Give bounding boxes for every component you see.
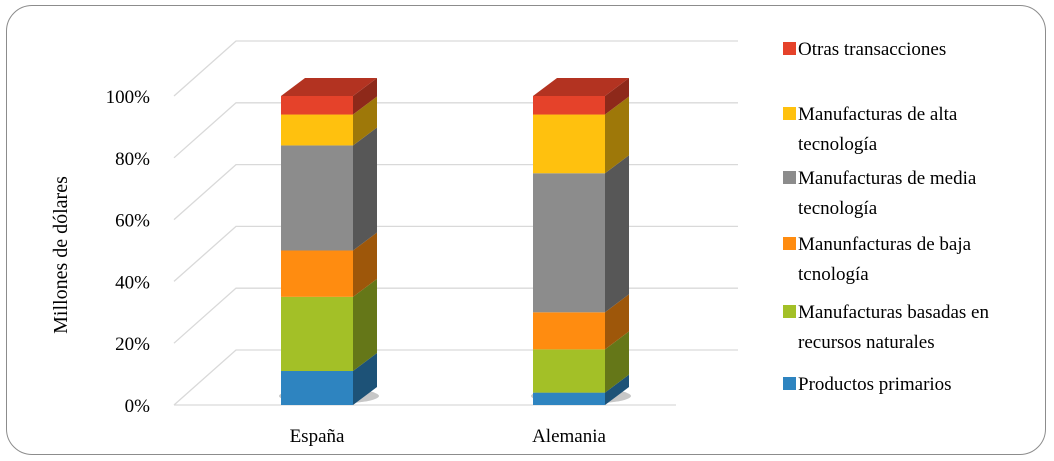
legend-swatch: [783, 107, 796, 120]
bar-segment: [281, 371, 353, 405]
bar-segment: [533, 349, 605, 393]
legend-label: tecnología: [798, 198, 878, 219]
legend-item: Manunfacturas de baja tcnología: [783, 234, 972, 285]
y-tick-label: 80%: [115, 149, 150, 170]
bar-segment: [281, 96, 353, 115]
x-category-label: España: [290, 426, 345, 447]
y-tick-label: 100%: [106, 87, 151, 108]
bar-segment: [533, 312, 605, 350]
legend-label: Productos primarios: [798, 374, 952, 395]
bar-segment: [281, 145, 353, 251]
gridline: [173, 40, 738, 97]
bar-segment-side: [605, 155, 629, 313]
gridline: [173, 102, 738, 159]
y-axis-title: Millones de dólares: [50, 176, 72, 334]
bar-segment-side: [605, 78, 629, 115]
legend-swatch: [783, 171, 796, 184]
bar-segment: [281, 296, 353, 372]
bar-segment: [281, 250, 353, 297]
bar-segment-side: [353, 96, 377, 146]
gridlines: [173, 40, 738, 406]
legend-swatch: [783, 237, 796, 250]
bar-top: [533, 78, 629, 96]
bar-stack: [279, 78, 379, 405]
bar-segment-side: [605, 294, 629, 350]
legend-label: tecnología: [798, 134, 878, 155]
legend: Otras transacciones Manufacturas de alta t…: [783, 39, 989, 395]
legend-label: Manufacturas de media: [798, 168, 977, 189]
legend-label: tcnología: [798, 264, 869, 285]
legend-item: Otras transacciones: [783, 39, 946, 60]
legend-item: Manufacturas basadas en recursos naturale…: [783, 302, 989, 353]
y-axis-ticks: 0% 20% 40% 60% 80% 100%: [106, 87, 151, 417]
bar-segment: [533, 96, 605, 115]
y-tick-label: 40%: [115, 272, 150, 293]
legend-label: Otras transacciones: [798, 39, 946, 60]
legend-swatch: [783, 377, 796, 390]
y-tick-label: 20%: [115, 334, 150, 355]
x-axis-categories: España Alemania: [290, 426, 607, 447]
bar-segment: [533, 392, 605, 405]
bar-segment-side: [605, 96, 629, 174]
bar-segment: [533, 173, 605, 313]
gridline: [173, 349, 738, 406]
y-tick-label: 60%: [115, 211, 150, 232]
gridline: [173, 225, 738, 282]
legend-item: Manufacturas de alta tecnología: [783, 104, 958, 155]
bar-segment-side: [605, 331, 629, 393]
x-category-label: Alemania: [532, 426, 606, 447]
legend-label: Manufacturas de alta: [798, 104, 958, 125]
bar-segment: [281, 114, 353, 146]
y-tick-label: 0%: [125, 396, 151, 417]
bars: [279, 78, 631, 405]
legend-swatch: [783, 305, 796, 318]
gridline: [173, 163, 738, 221]
legend-label: Manufacturas basadas en: [798, 302, 989, 323]
bar-segment-side: [353, 278, 377, 372]
legend-item: Manufacturas de media tecnología: [783, 168, 977, 219]
legend-item: Productos primarios: [783, 374, 952, 395]
bar-segment: [533, 114, 605, 174]
bar-segment-side: [353, 127, 377, 251]
bar-segment-side: [353, 353, 377, 405]
bar-stack: [531, 78, 631, 405]
bar-top: [281, 78, 377, 96]
bar-segment-side: [605, 374, 629, 405]
bar-segment-side: [353, 78, 377, 115]
legend-label: recursos naturales: [798, 332, 935, 353]
legend-label: Manunfacturas de baja: [798, 234, 972, 255]
gridline: [173, 287, 738, 344]
chart-frame: [6, 5, 1046, 455]
legend-swatch: [783, 42, 796, 55]
bar-segment-side: [353, 232, 377, 297]
